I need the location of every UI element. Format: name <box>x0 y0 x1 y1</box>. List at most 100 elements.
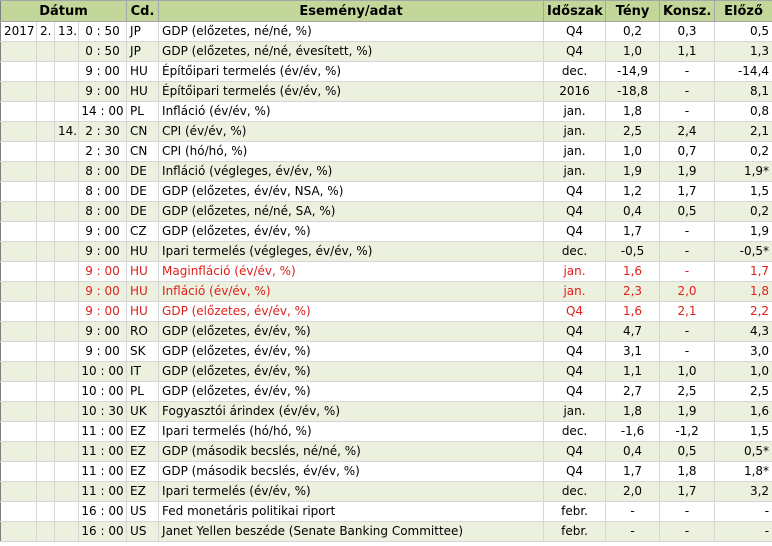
event-cell: Építőipari termelés (év/év, %) <box>158 61 545 82</box>
date-month-cell <box>36 361 55 382</box>
date-year-cell <box>0 381 37 402</box>
country-code-cell: CZ <box>126 221 160 242</box>
time-cell: 9 : 00 <box>77 61 128 82</box>
date-day-cell <box>54 501 79 522</box>
country-code-cell: HU <box>126 301 160 322</box>
date-month-cell <box>36 201 55 222</box>
previous-cell: 3,0 <box>714 341 772 362</box>
consensus-cell: 1,1 <box>659 41 716 62</box>
actual-cell: 4,7 <box>605 321 661 342</box>
actual-cell: 2,0 <box>605 481 661 502</box>
table-row: 9 : 00 HU Ipari termelés (végleges, év/év,… <box>0 241 772 262</box>
header-country-code: Cd. <box>126 0 160 22</box>
time-cell: 11 : 00 <box>77 461 128 482</box>
date-year-cell <box>0 181 37 202</box>
country-code-cell: DE <box>126 161 160 182</box>
actual-cell: 1,9 <box>605 161 661 182</box>
event-cell: Fed monetáris politikai riport <box>158 501 545 522</box>
country-code-cell: DE <box>126 201 160 222</box>
actual-cell: 1,2 <box>605 181 661 202</box>
previous-cell: 2,2 <box>714 301 772 322</box>
date-day-cell <box>54 481 79 502</box>
country-code-cell: US <box>126 501 160 522</box>
time-cell: 0 : 50 <box>77 41 128 62</box>
table-row: 11 : 00 EZ Ipari termelés (hó/hó, %) dec. -1… <box>0 421 772 442</box>
time-cell: 8 : 00 <box>77 181 128 202</box>
date-month-cell <box>36 321 55 342</box>
date-month-cell <box>36 161 55 182</box>
consensus-cell: 2,0 <box>659 281 716 302</box>
event-cell: GDP (előzetes, év/év, %) <box>158 301 545 322</box>
country-code-cell: JP <box>126 41 160 62</box>
event-cell: Ipari termelés (végleges, év/év, %) <box>158 241 545 262</box>
date-month-cell <box>36 421 55 442</box>
period-cell: dec. <box>543 241 607 262</box>
event-cell: GDP (előzetes, né/né, SA, %) <box>158 201 545 222</box>
actual-cell: -18,8 <box>605 81 661 102</box>
time-cell: 16 : 00 <box>77 521 128 542</box>
date-month-cell <box>36 41 55 62</box>
actual-cell: 1,0 <box>605 41 661 62</box>
actual-cell: 2,7 <box>605 381 661 402</box>
previous-cell: 1,5 <box>714 421 772 442</box>
consensus-cell: 0,7 <box>659 141 716 162</box>
previous-cell: -0,5* <box>714 241 772 262</box>
period-cell: Q4 <box>543 381 607 402</box>
event-cell: GDP (előzetes, év/év, NSA, %) <box>158 181 545 202</box>
country-code-cell: RO <box>126 321 160 342</box>
previous-cell: 2,1 <box>714 121 772 142</box>
country-code-cell: HU <box>126 81 160 102</box>
date-day-cell <box>54 401 79 422</box>
country-code-cell: PL <box>126 101 160 122</box>
period-cell: Q4 <box>543 461 607 482</box>
table-row: 14 : 00 PL Infláció (év/év, %) jan. 1,8-0,8 <box>0 101 772 122</box>
date-day-cell <box>54 521 79 542</box>
event-cell: GDP (előzetes, év/év, %) <box>158 361 545 382</box>
date-month-cell <box>36 101 55 122</box>
date-day-cell <box>54 281 79 302</box>
date-day-cell <box>54 361 79 382</box>
actual-cell: -0,5 <box>605 241 661 262</box>
actual-cell: 0,4 <box>605 201 661 222</box>
country-code-cell: PL <box>126 381 160 402</box>
country-code-cell: CN <box>126 141 160 162</box>
actual-cell: 1,6 <box>605 261 661 282</box>
previous-cell: 2,5 <box>714 381 772 402</box>
date-month-cell <box>36 61 55 82</box>
previous-cell: 1,6 <box>714 401 772 422</box>
previous-cell: 1,7 <box>714 261 772 282</box>
country-code-cell: IT <box>126 361 160 382</box>
consensus-cell: - <box>659 521 716 542</box>
date-year-cell <box>0 241 37 262</box>
time-cell: 8 : 00 <box>77 201 128 222</box>
event-cell: GDP (előzetes, né/né, évesített, %) <box>158 41 545 62</box>
time-cell: 9 : 00 <box>77 221 128 242</box>
consensus-cell: - <box>659 101 716 122</box>
event-cell: Fogyasztói árindex (év/év, %) <box>158 401 545 422</box>
table-row: 8 : 00 DE GDP (előzetes, év/év, NSA, %) Q4 1… <box>0 181 772 202</box>
actual-cell: 1,7 <box>605 221 661 242</box>
date-day-cell: 14. <box>54 121 79 142</box>
table-row: 10 : 00 PL GDP (előzetes, év/év, %) Q4 2,7 2,… <box>0 381 772 402</box>
event-cell: Infláció (év/év, %) <box>158 281 545 302</box>
header-previous: Előző <box>714 0 772 22</box>
date-day-cell <box>54 61 79 82</box>
consensus-cell: 0,3 <box>659 21 716 42</box>
date-month-cell <box>36 341 55 362</box>
consensus-cell: - <box>659 61 716 82</box>
time-cell: 9 : 00 <box>77 341 128 362</box>
country-code-cell: EZ <box>126 441 160 462</box>
date-year-cell <box>0 61 37 82</box>
date-year-cell <box>0 401 37 422</box>
consensus-cell: 0,5 <box>659 441 716 462</box>
period-cell: Q4 <box>543 341 607 362</box>
actual-cell: - <box>605 501 661 522</box>
date-day-cell <box>54 41 79 62</box>
previous-cell: 1,5 <box>714 181 772 202</box>
date-day-cell <box>54 141 79 162</box>
actual-cell: -1,6 <box>605 421 661 442</box>
period-cell: dec. <box>543 421 607 442</box>
consensus-cell: - <box>659 321 716 342</box>
table-row: 8 : 00 DE Infláció (végleges, év/év, %) jan… <box>0 161 772 182</box>
